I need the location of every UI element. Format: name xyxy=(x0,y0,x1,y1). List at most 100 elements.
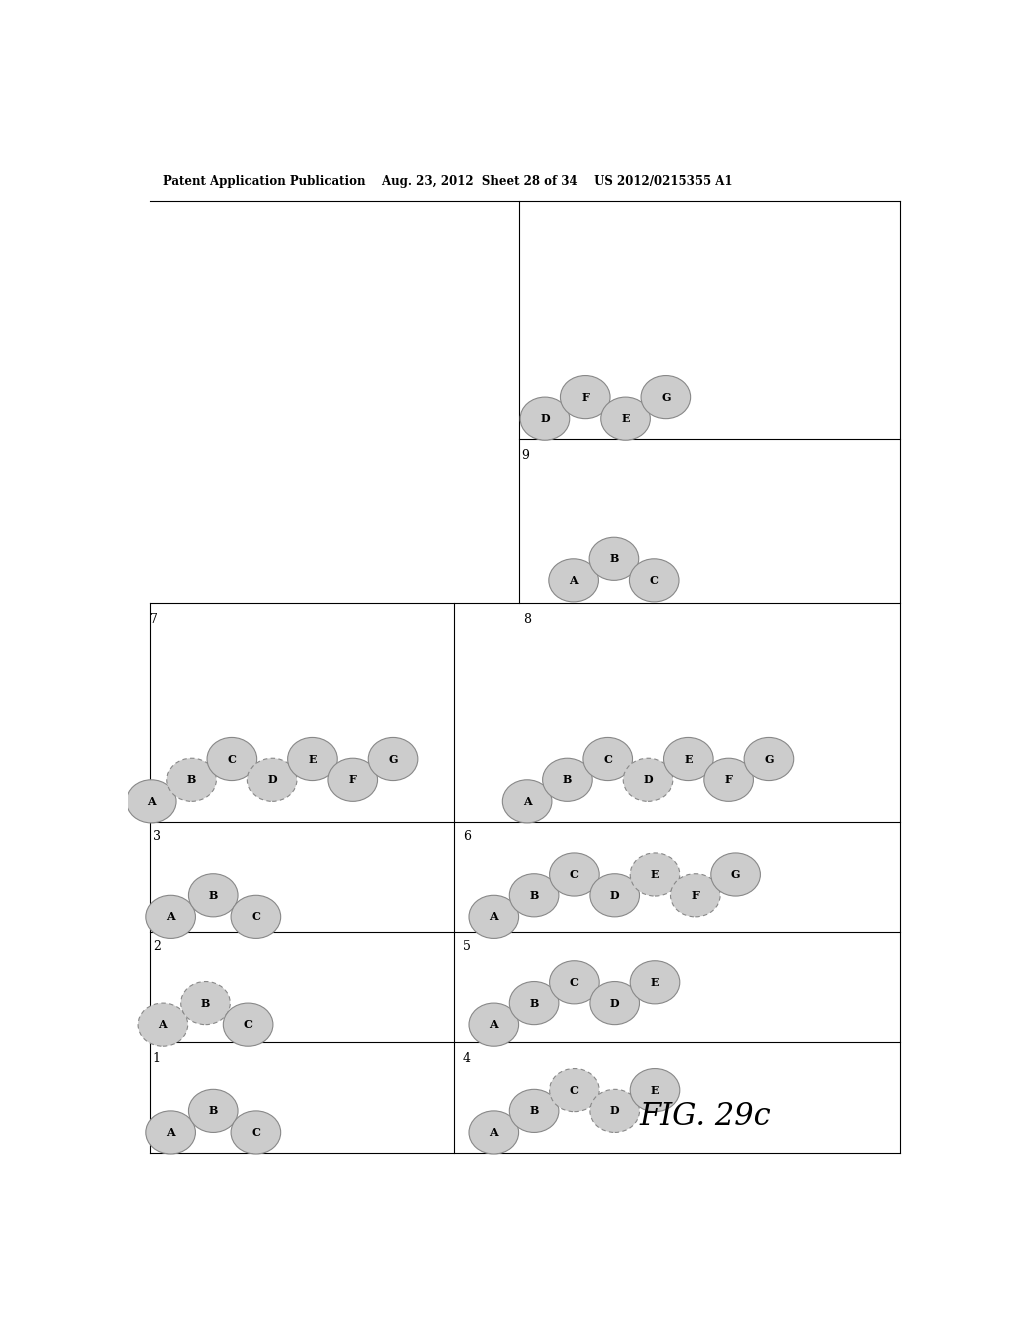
Text: D: D xyxy=(610,890,620,900)
Ellipse shape xyxy=(671,874,720,917)
Text: 7: 7 xyxy=(150,612,158,626)
Text: A: A xyxy=(146,796,156,807)
Text: A: A xyxy=(166,911,175,923)
Ellipse shape xyxy=(590,874,640,917)
Text: 8: 8 xyxy=(523,612,531,626)
Text: C: C xyxy=(650,576,658,586)
Ellipse shape xyxy=(188,1089,238,1133)
Ellipse shape xyxy=(744,738,794,780)
Text: A: A xyxy=(489,1127,498,1138)
Text: 1: 1 xyxy=(153,1052,161,1065)
Ellipse shape xyxy=(509,1089,559,1133)
Text: 5: 5 xyxy=(463,940,471,953)
Text: 9: 9 xyxy=(521,450,529,462)
Ellipse shape xyxy=(550,853,599,896)
Ellipse shape xyxy=(549,558,598,602)
Ellipse shape xyxy=(469,1111,518,1154)
Ellipse shape xyxy=(641,376,690,418)
Ellipse shape xyxy=(138,1003,187,1047)
Ellipse shape xyxy=(188,874,238,917)
Text: E: E xyxy=(308,754,316,764)
Text: F: F xyxy=(725,775,732,785)
Text: 6: 6 xyxy=(463,830,471,843)
Text: G: G xyxy=(764,754,774,764)
Ellipse shape xyxy=(630,1069,680,1111)
Text: D: D xyxy=(643,775,653,785)
Text: C: C xyxy=(570,977,579,987)
Text: 4: 4 xyxy=(463,1052,471,1065)
Text: F: F xyxy=(349,775,356,785)
Text: D: D xyxy=(267,775,276,785)
Text: C: C xyxy=(244,1019,253,1030)
Ellipse shape xyxy=(145,1111,196,1154)
Text: C: C xyxy=(252,1127,260,1138)
Text: D: D xyxy=(610,998,620,1008)
Text: B: B xyxy=(529,998,539,1008)
Text: A: A xyxy=(489,911,498,923)
Text: G: G xyxy=(388,754,397,764)
Text: C: C xyxy=(603,754,612,764)
Ellipse shape xyxy=(590,1089,640,1133)
Text: B: B xyxy=(186,775,197,785)
Text: G: G xyxy=(731,869,740,880)
Ellipse shape xyxy=(630,961,680,1005)
Text: C: C xyxy=(227,754,237,764)
Text: E: E xyxy=(650,869,659,880)
Ellipse shape xyxy=(167,758,216,801)
Text: E: E xyxy=(622,413,630,424)
Ellipse shape xyxy=(328,758,378,801)
Ellipse shape xyxy=(509,982,559,1024)
Text: B: B xyxy=(209,890,218,900)
Ellipse shape xyxy=(630,853,680,896)
Text: C: C xyxy=(570,1085,579,1096)
Ellipse shape xyxy=(560,376,610,418)
Text: E: E xyxy=(650,1085,659,1096)
Text: B: B xyxy=(201,998,210,1008)
Text: B: B xyxy=(209,1105,218,1117)
Ellipse shape xyxy=(589,537,639,581)
Ellipse shape xyxy=(590,982,640,1024)
Ellipse shape xyxy=(664,738,713,780)
Text: 3: 3 xyxy=(153,830,161,843)
Text: B: B xyxy=(609,553,618,565)
Text: A: A xyxy=(489,1019,498,1030)
Ellipse shape xyxy=(583,738,633,780)
Text: FIG. 29c: FIG. 29c xyxy=(640,1101,771,1133)
Text: C: C xyxy=(252,911,260,923)
Text: Patent Application Publication    Aug. 23, 2012  Sheet 28 of 34    US 2012/02153: Patent Application Publication Aug. 23, … xyxy=(163,176,732,189)
Ellipse shape xyxy=(469,895,518,939)
Text: B: B xyxy=(529,890,539,900)
Text: C: C xyxy=(570,869,579,880)
Ellipse shape xyxy=(207,738,257,780)
Text: F: F xyxy=(691,890,699,900)
Text: B: B xyxy=(563,775,572,785)
Ellipse shape xyxy=(288,738,337,780)
Ellipse shape xyxy=(231,895,281,939)
Ellipse shape xyxy=(231,1111,281,1154)
Text: F: F xyxy=(582,392,589,403)
Ellipse shape xyxy=(503,780,552,822)
Text: A: A xyxy=(523,796,531,807)
Text: D: D xyxy=(540,413,550,424)
Ellipse shape xyxy=(126,780,176,822)
Ellipse shape xyxy=(550,961,599,1005)
Text: G: G xyxy=(662,392,671,403)
Ellipse shape xyxy=(223,1003,273,1047)
Ellipse shape xyxy=(248,758,297,801)
Text: B: B xyxy=(529,1105,539,1117)
Ellipse shape xyxy=(469,1003,518,1047)
Text: A: A xyxy=(569,576,578,586)
Ellipse shape xyxy=(711,853,761,896)
Text: D: D xyxy=(610,1105,620,1117)
Ellipse shape xyxy=(630,558,679,602)
Ellipse shape xyxy=(543,758,592,801)
Ellipse shape xyxy=(180,982,230,1024)
Text: E: E xyxy=(684,754,692,764)
Ellipse shape xyxy=(509,874,559,917)
Text: A: A xyxy=(159,1019,167,1030)
Text: 2: 2 xyxy=(153,940,161,953)
Ellipse shape xyxy=(520,397,569,441)
Ellipse shape xyxy=(624,758,673,801)
Ellipse shape xyxy=(550,1069,599,1111)
Ellipse shape xyxy=(145,895,196,939)
